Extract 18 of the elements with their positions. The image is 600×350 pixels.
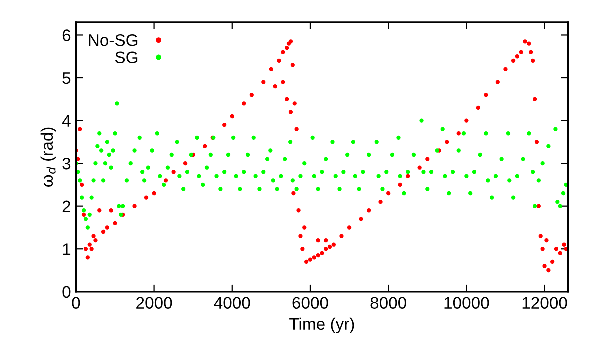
x-tick-label: 6000 xyxy=(292,297,328,310)
x-tick-label: 2000 xyxy=(136,297,172,310)
y-axis-title: ω$_{d}$ (rad) xyxy=(40,128,56,187)
y-tick-label: 6 xyxy=(62,30,71,42)
x-tick-label: 0 xyxy=(72,297,80,310)
x-tick-label: 8000 xyxy=(370,297,406,310)
legend-label: No-SG xyxy=(89,34,138,46)
y-tick-label: 3 xyxy=(62,158,71,170)
y-tick-label: 2 xyxy=(62,200,71,212)
x-tick-label: 4000 xyxy=(214,297,250,310)
y-tick-label: 5 xyxy=(62,72,71,84)
x-axis-title: Time (yr) xyxy=(290,318,354,334)
y-tick-label: 1 xyxy=(63,244,71,256)
y-tick-label: 0 xyxy=(62,286,71,298)
x-tick-label: 12000 xyxy=(522,297,568,310)
x-tick-label: 10000 xyxy=(444,297,490,310)
y-tick-label: 4 xyxy=(62,115,71,127)
legend-label: SG xyxy=(115,52,138,64)
